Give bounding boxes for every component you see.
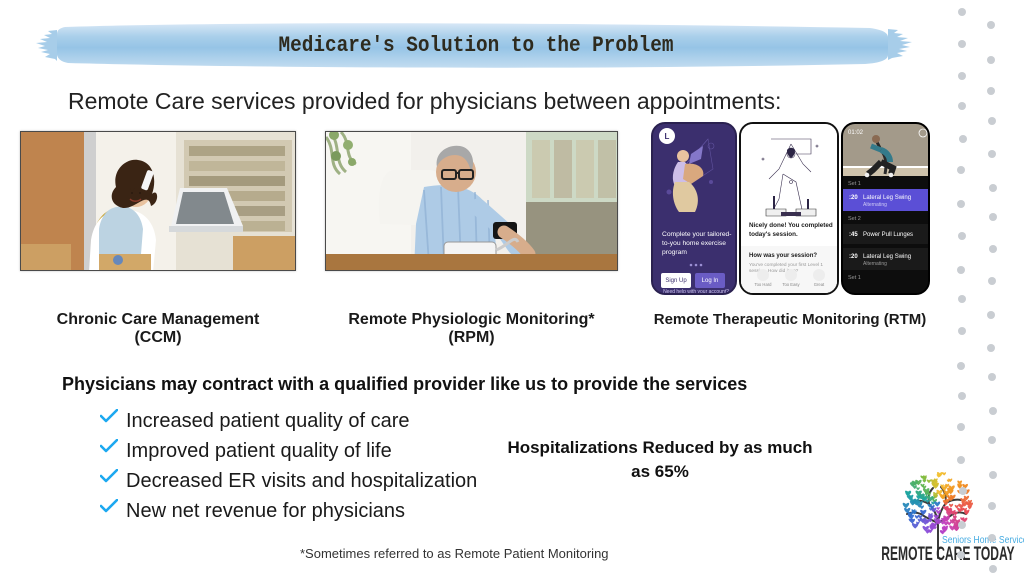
- svg-text:Great: Great: [814, 282, 825, 287]
- svg-text:How was your session?: How was your session?: [749, 253, 817, 259]
- svg-text:Set 1: Set 1: [848, 275, 861, 281]
- svg-text:Log In: Log In: [702, 278, 719, 284]
- svg-text:You've completed your first Le: You've completed your first Level 1: [749, 262, 823, 268]
- svg-text:Set 2: Set 2: [848, 216, 861, 222]
- svg-text:Lateral Leg Swing: Lateral Leg Swing: [863, 195, 911, 201]
- svg-text:01:02: 01:02: [848, 130, 864, 136]
- svg-text:Too Hard: Too Hard: [755, 282, 773, 287]
- svg-text:Alternating: Alternating: [863, 261, 887, 267]
- svg-text:to-you home exercise: to-you home exercise: [662, 240, 726, 247]
- svg-text:Need help with your account?: Need help with your account?: [663, 289, 729, 295]
- svg-text::20: :20: [849, 254, 858, 260]
- svg-text:today's session.: today's session.: [749, 231, 798, 238]
- svg-text:Too Easy: Too Easy: [782, 282, 800, 287]
- svg-text:Lateral Leg Swing: Lateral Leg Swing: [863, 254, 911, 260]
- svg-text::45: :45: [849, 232, 858, 238]
- svg-text:Sign Up: Sign Up: [665, 278, 687, 284]
- svg-text:Alternating: Alternating: [863, 202, 887, 208]
- svg-text:Power Pull Lunges: Power Pull Lunges: [863, 232, 913, 238]
- svg-text::20: :20: [849, 195, 858, 201]
- svg-text:program: program: [662, 249, 687, 256]
- svg-text:Nicely done! You completed: Nicely done! You completed: [749, 222, 833, 229]
- svg-text:Complete your tailored-: Complete your tailored-: [662, 231, 732, 238]
- svg-text:Set 1: Set 1: [848, 181, 861, 187]
- svg-text:L: L: [665, 132, 670, 141]
